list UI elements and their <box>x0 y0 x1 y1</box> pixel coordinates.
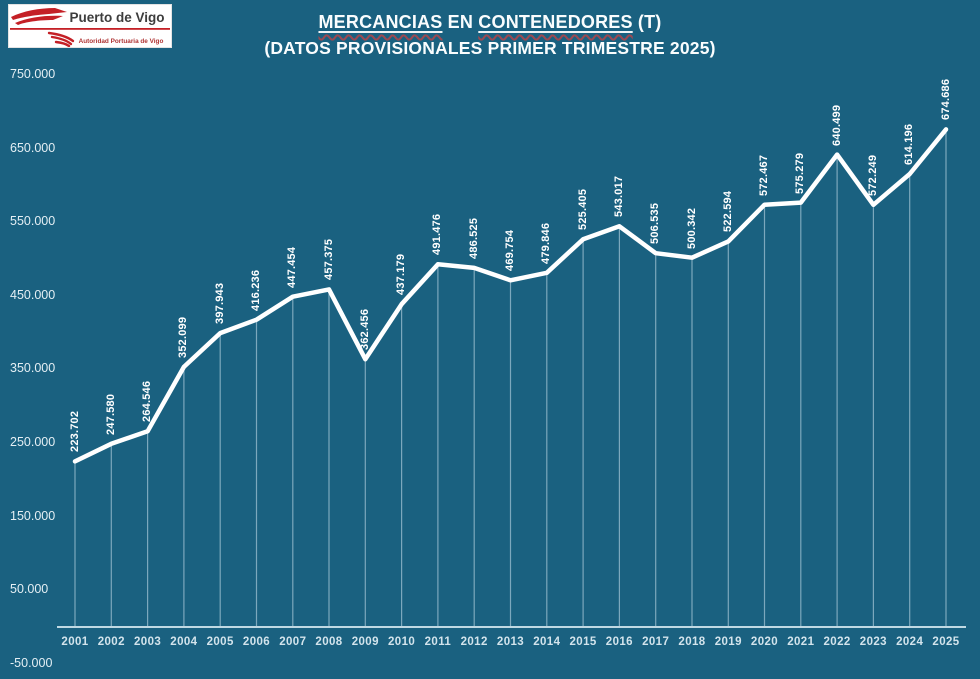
x-tick-label: 2021 <box>787 636 815 648</box>
data-point-label: 525.405 <box>576 189 589 231</box>
x-tick-label: 2006 <box>242 636 271 648</box>
data-point-label: 486.525 <box>467 217 480 259</box>
x-tick-label: 2002 <box>97 636 125 648</box>
data-point-label: 614.196 <box>903 123 916 165</box>
port-swoosh-icon <box>11 8 67 25</box>
data-point-label: 447.454 <box>286 246 299 288</box>
x-tick-label: 2007 <box>279 636 307 648</box>
x-tick-label: 2001 <box>61 636 89 648</box>
title-word-en: EN <box>442 12 479 32</box>
y-tick-label: 150.000 <box>10 508 56 523</box>
logo-title: Puerto de Vigo <box>69 10 164 25</box>
x-tick-label: 2005 <box>206 636 234 648</box>
data-point-label: 416.236 <box>250 269 262 311</box>
data-point-label: 469.754 <box>504 230 516 272</box>
chart-title: MERCANCIAS EN CONTENEDORES (T) <box>0 10 980 34</box>
port-of-vigo-logo: Puerto de Vigo Autoridad Portuaria de Vi… <box>8 4 172 48</box>
title-word-underlined: MERCANCIAS <box>318 12 442 32</box>
title-word-mercancias: MERCANCIAS <box>318 12 443 32</box>
y-tick-label: 450.000 <box>10 287 56 302</box>
series-line <box>72 127 949 464</box>
data-point-label: 223.702 <box>68 411 81 453</box>
chart-title-block: MERCANCIAS EN CONTENEDORES (T) (DATOS PR… <box>0 10 980 60</box>
x-tick-label: 2011 <box>424 636 452 648</box>
data-point-label: 522.594 <box>721 191 734 233</box>
claw-icon <box>47 31 75 47</box>
x-tick-label: 2013 <box>496 636 525 648</box>
title-word-underlined: CONTENEDORES <box>478 12 632 32</box>
data-point-label: 500.342 <box>685 207 698 249</box>
x-tick-label: 2012 <box>460 636 488 648</box>
x-tick-label: 2024 <box>896 636 924 648</box>
x-tick-label: 2003 <box>134 636 162 648</box>
title-word-contenedores: CONTENEDORES <box>478 12 633 32</box>
data-point-label: 640.499 <box>830 104 843 146</box>
x-tick-label: 2004 <box>170 636 198 648</box>
x-tick-label: 2009 <box>351 636 379 648</box>
x-tick-label: 2018 <box>678 636 706 648</box>
chart-subtitle: (DATOS PROVISIONALES PRIMER TRIMESTRE 20… <box>264 38 716 58</box>
data-point-label: 362.456 <box>358 309 371 351</box>
y-tick-label: 250.000 <box>10 435 56 449</box>
y-tick-label: 750.000 <box>10 67 56 81</box>
x-tick-label: 2017 <box>642 636 670 648</box>
data-point-label: 397.943 <box>213 282 226 325</box>
x-tick-label: 2023 <box>859 636 887 648</box>
x-tick-label: 2019 <box>714 636 742 648</box>
data-point-label: 264.546 <box>141 381 154 423</box>
x-tick-label: 2022 <box>823 636 851 648</box>
x-tick-label: 2014 <box>533 636 561 648</box>
x-tick-label: 2016 <box>605 636 633 648</box>
data-point-label: 457.375 <box>322 239 335 281</box>
x-tick-label: 2015 <box>569 636 597 648</box>
data-point-label: 572.467 <box>758 154 770 196</box>
data-point-label: 674.686 <box>939 79 952 121</box>
data-point-label: 491.476 <box>431 214 444 256</box>
data-point-label: 352.099 <box>177 316 190 358</box>
title-word-unit: (T) <box>632 12 662 32</box>
x-tick-label: 2020 <box>750 636 779 648</box>
data-point-label: 437.179 <box>395 254 408 296</box>
data-point-label: 543.017 <box>612 176 625 218</box>
y-tick-label: -50.000 <box>10 655 53 670</box>
x-tick-label: 2010 <box>388 636 416 648</box>
y-tick-label: 50.000 <box>10 582 49 597</box>
logo-divider <box>10 28 170 30</box>
y-tick-label: 350.000 <box>10 361 56 376</box>
data-point-label: 575.279 <box>794 152 807 194</box>
y-tick-label: 650.000 <box>10 140 56 155</box>
x-tick-label: 2025 <box>932 636 960 648</box>
data-point-label: 247.580 <box>104 393 117 435</box>
logo-graphic: Puerto de Vigo Autoridad Portuaria de Vi… <box>10 8 170 47</box>
data-point-label: 506.535 <box>649 203 662 245</box>
logo-subtitle: Autoridad Portuaria de Vigo <box>79 38 164 45</box>
data-point-label: 572.249 <box>866 154 879 196</box>
data-point-label: 479.846 <box>540 222 553 264</box>
y-tick-label: 550.000 <box>10 214 56 229</box>
x-tick-label: 2008 <box>315 636 343 648</box>
